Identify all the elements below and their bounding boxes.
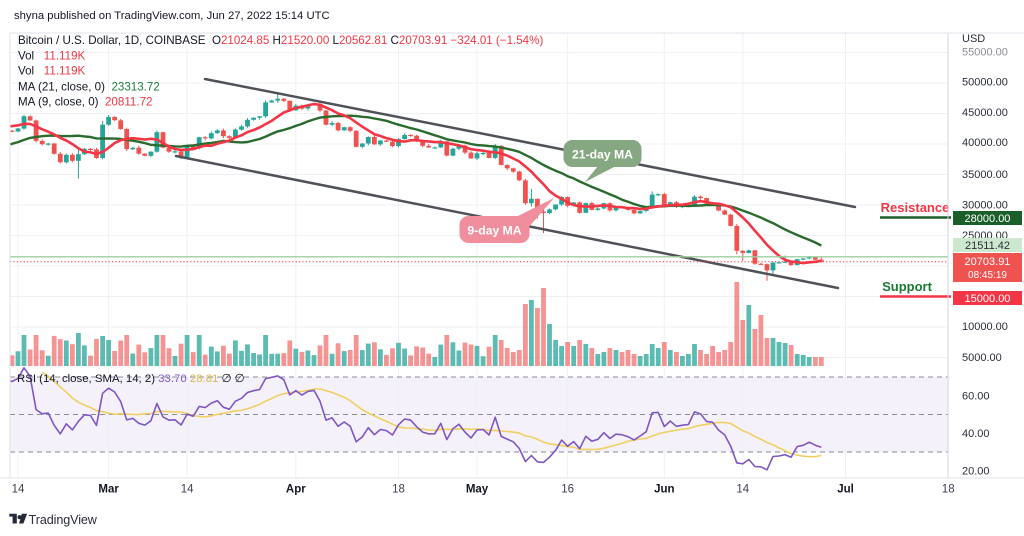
svg-text:60.00: 60.00 bbox=[962, 391, 990, 403]
svg-text:45000.00: 45000.00 bbox=[962, 107, 1008, 119]
svg-text:50000.00: 50000.00 bbox=[962, 77, 1008, 89]
svg-text:TradingView: TradingView bbox=[29, 513, 98, 527]
svg-text:May: May bbox=[466, 484, 489, 496]
svg-text:9-day MA: 9-day MA bbox=[467, 224, 521, 238]
svg-text:Bitcoin / U.S. Dollar, 1D, COI: Bitcoin / U.S. Dollar, 1D, COINBASE O210… bbox=[18, 34, 543, 47]
svg-text:Vol 11.119K: Vol 11.119K bbox=[18, 65, 86, 78]
svg-text:15000.00: 15000.00 bbox=[965, 293, 1011, 305]
svg-text:21511.42: 21511.42 bbox=[965, 240, 1010, 252]
svg-text:16: 16 bbox=[561, 484, 574, 496]
svg-text:Support: Support bbox=[882, 279, 932, 294]
svg-text:Resistance: Resistance bbox=[881, 200, 950, 215]
svg-text:18: 18 bbox=[942, 484, 955, 496]
svg-text:28000.00: 28000.00 bbox=[965, 213, 1011, 225]
svg-text:20703.91: 20703.91 bbox=[965, 256, 1011, 268]
svg-text:18: 18 bbox=[392, 484, 405, 496]
svg-text:Mar: Mar bbox=[98, 484, 119, 496]
svg-text:30000.00: 30000.00 bbox=[962, 200, 1008, 212]
svg-text:14: 14 bbox=[736, 484, 749, 496]
svg-text:Vol 11.119K: Vol 11.119K bbox=[18, 50, 86, 63]
svg-text:14: 14 bbox=[181, 484, 194, 496]
svg-text:55000.00: 55000.00 bbox=[962, 47, 1008, 59]
svg-text:MA (9, close, 0) 20811.72: MA (9, close, 0) 20811.72 bbox=[18, 96, 152, 109]
svg-text:Jun: Jun bbox=[654, 484, 674, 496]
svg-text:Jul: Jul bbox=[837, 484, 854, 496]
svg-text:08:45:19: 08:45:19 bbox=[968, 270, 1007, 281]
svg-text:Apr: Apr bbox=[286, 484, 306, 496]
svg-text:40.00: 40.00 bbox=[962, 428, 990, 440]
svg-text:21-day MA: 21-day MA bbox=[572, 148, 633, 162]
svg-text:20.00: 20.00 bbox=[962, 466, 990, 478]
svg-text:shyna published on TradingView: shyna published on TradingView.com, Jun … bbox=[14, 10, 330, 22]
svg-text:40000.00: 40000.00 bbox=[962, 137, 1008, 149]
svg-text:10000.00: 10000.00 bbox=[962, 321, 1008, 333]
svg-text:35000.00: 35000.00 bbox=[962, 169, 1008, 181]
svg-text:MA (21, close, 0) 23313.72: MA (21, close, 0) 23313.72 bbox=[18, 81, 160, 94]
svg-text:5000.00: 5000.00 bbox=[962, 352, 1002, 364]
svg-text:RSI (14, close, SMA, 14, 2) 33: RSI (14, close, SMA, 14, 2) 33.70 28.81 … bbox=[17, 373, 245, 385]
svg-text:14: 14 bbox=[12, 484, 25, 496]
svg-text:USD: USD bbox=[962, 33, 985, 45]
